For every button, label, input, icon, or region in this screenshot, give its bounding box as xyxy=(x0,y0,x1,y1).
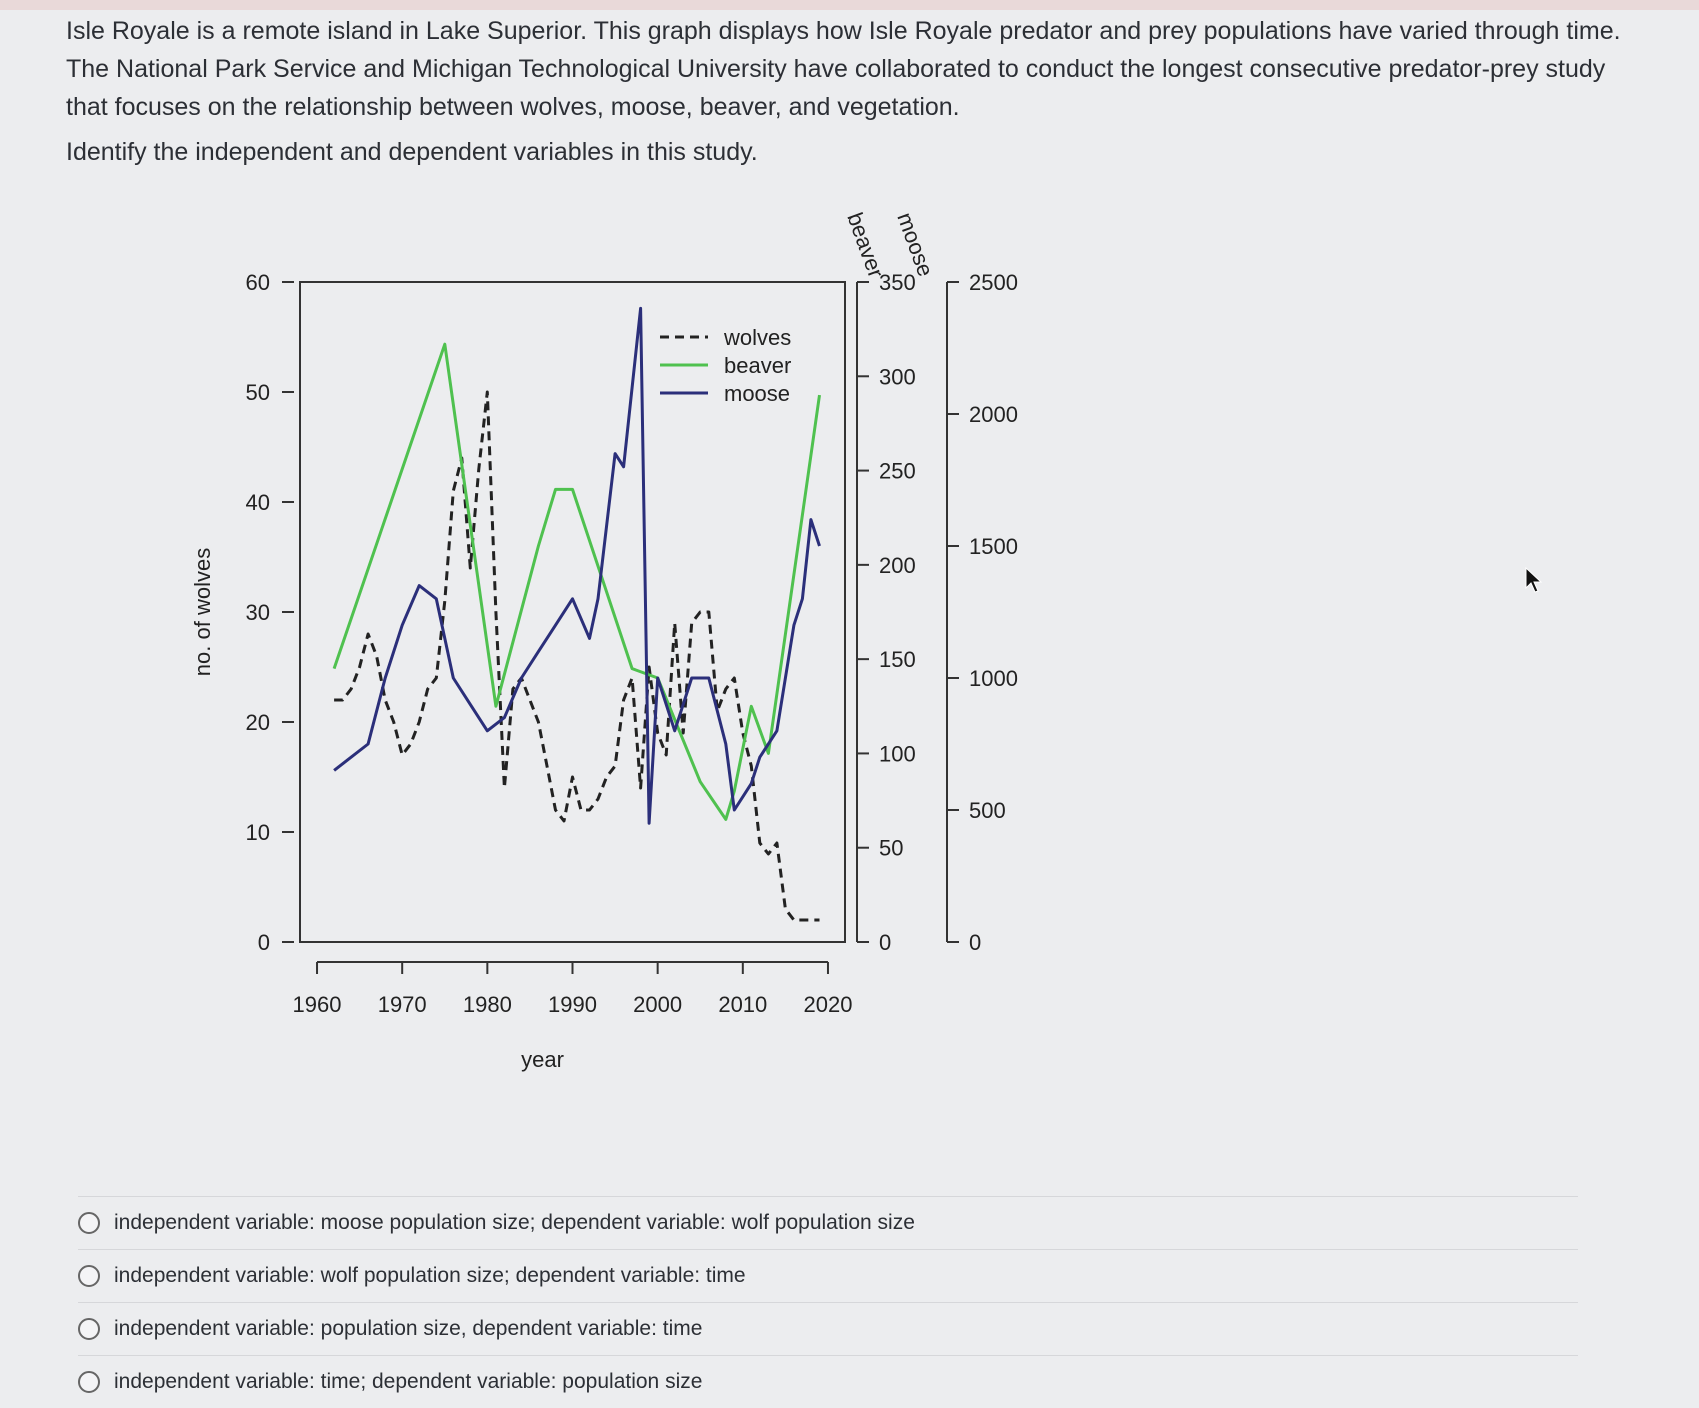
x-axis-label: year xyxy=(521,1047,564,1072)
y-tick-label: 20 xyxy=(246,710,270,735)
beaver-tick-label: 0 xyxy=(879,930,891,955)
mouse-cursor-icon xyxy=(1524,566,1546,594)
y-tick-label: 50 xyxy=(246,380,270,405)
beaver-tick-label: 200 xyxy=(879,553,916,578)
choice-4[interactable]: independent variable: time; dependent va… xyxy=(78,1355,1578,1408)
population-chart: 0 10 20 30 40 50 60 no. of wolves 1960 1970 1980 19… xyxy=(190,200,1120,1140)
y-axis-label: no. of wolves xyxy=(190,548,215,676)
legend-label-moose: moose xyxy=(724,381,790,406)
beaver-tick-label: 300 xyxy=(879,364,916,389)
chart-legend: wolves beaver moose xyxy=(660,325,791,406)
radio-button[interactable] xyxy=(78,1265,100,1287)
wolves-series-line xyxy=(334,392,819,920)
choice-label: independent variable: wolf population si… xyxy=(114,1264,746,1288)
choice-label: independent variable: population size, d… xyxy=(114,1317,702,1341)
prompt-text: Isle Royale is a remote island in Lake S… xyxy=(66,12,1646,126)
choice-label: independent variable: time; dependent va… xyxy=(114,1370,702,1394)
top-edge-bar xyxy=(0,0,1699,10)
prompt-paragraph: Isle Royale is a remote island in Lake S… xyxy=(66,12,1646,126)
choice-2[interactable]: independent variable: wolf population si… xyxy=(78,1249,1578,1302)
y-tick-label: 10 xyxy=(246,820,270,845)
y-tick-label: 40 xyxy=(246,490,270,515)
x-tick-label: 2000 xyxy=(633,992,682,1017)
chart-svg: 0 10 20 30 40 50 60 no. of wolves 1960 1970 1980 19… xyxy=(190,200,1120,1140)
legend-label-wolves: wolves xyxy=(723,325,791,350)
x-tick-label: 1980 xyxy=(463,992,512,1017)
y-tick-label: 60 xyxy=(246,270,270,295)
legend-label-beaver: beaver xyxy=(724,353,791,378)
moose-tick-label: 0 xyxy=(969,930,981,955)
radio-button[interactable] xyxy=(78,1212,100,1234)
x-tick-label: 2010 xyxy=(718,992,767,1017)
x-tick-label: 1990 xyxy=(548,992,597,1017)
beaver-tick-label: 50 xyxy=(879,836,903,861)
moose-tick-label: 500 xyxy=(969,798,1006,823)
y-tick-label: 0 xyxy=(258,930,270,955)
beaver-tick-label: 250 xyxy=(879,459,916,484)
moose-tick-label: 2000 xyxy=(969,402,1018,427)
x-tick-label: 1960 xyxy=(293,992,342,1017)
radio-button[interactable] xyxy=(78,1371,100,1393)
beaver-tick-label: 100 xyxy=(879,741,916,766)
choice-1[interactable]: independent variable: moose population s… xyxy=(78,1196,1578,1249)
moose-tick-label: 1000 xyxy=(969,666,1018,691)
answer-choices: independent variable: moose population s… xyxy=(78,1196,1578,1408)
beaver-tick-label: 150 xyxy=(879,647,916,672)
x-tick-label: 1970 xyxy=(378,992,427,1017)
chart-axes: 0 10 20 30 40 50 60 no. of wolves 1960 1970 1980 19… xyxy=(190,209,1018,1072)
beaver-axis-label: beaver xyxy=(842,209,889,281)
moose-tick-label: 1500 xyxy=(969,534,1018,559)
moose-tick-label: 2500 xyxy=(969,270,1018,295)
x-tick-label: 2020 xyxy=(803,992,852,1017)
choice-label: independent variable: moose population s… xyxy=(114,1211,915,1235)
question-text: Identify the independent and dependent v… xyxy=(66,138,758,167)
choice-3[interactable]: independent variable: population size, d… xyxy=(78,1302,1578,1355)
y-tick-label: 30 xyxy=(246,600,270,625)
radio-button[interactable] xyxy=(78,1318,100,1340)
